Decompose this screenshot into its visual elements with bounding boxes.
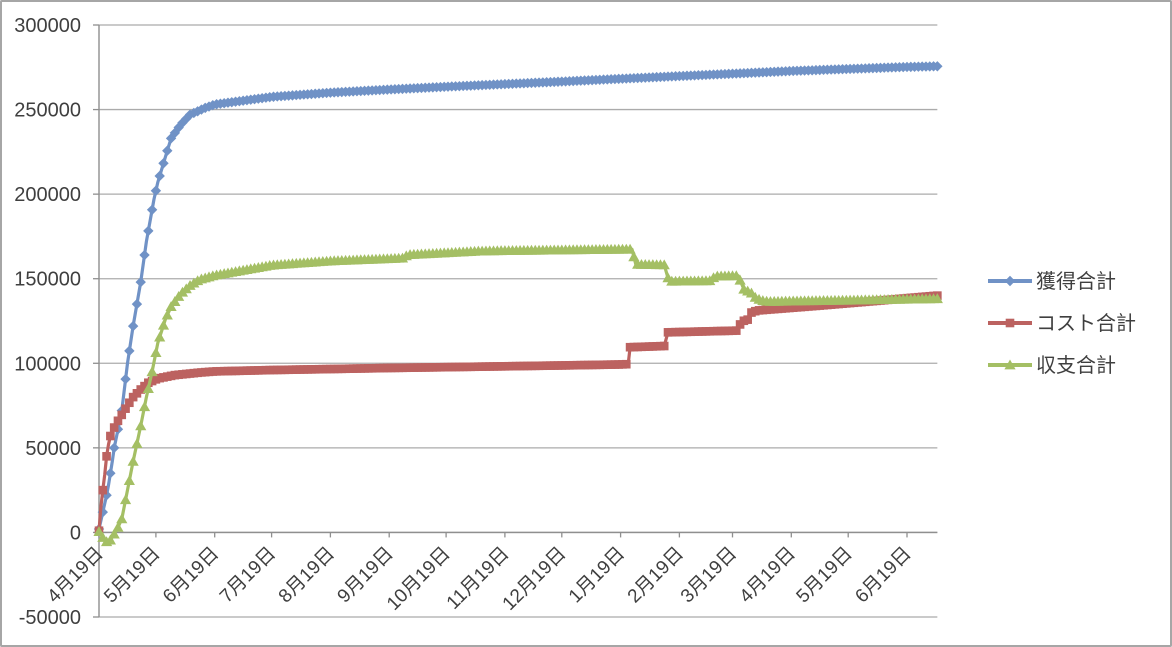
legend-item-acquired-total: 獲得合計 xyxy=(988,270,1116,293)
legend-item-cost-total: コスト合計 xyxy=(988,312,1136,335)
y-axis-labels: 300000 250000 200000 150000 100000 50000 0 -500… xyxy=(14,15,81,629)
legend-label: 収支合計 xyxy=(1036,354,1116,377)
x-tick-label: 3月19日 xyxy=(677,543,741,607)
y-tick-label: -50000 xyxy=(19,607,81,629)
x-tick-label: 4月19日 xyxy=(43,543,107,607)
legend-label: 獲得合計 xyxy=(1036,270,1116,293)
y-tick-label: 250000 xyxy=(14,100,81,122)
series-cost-total xyxy=(94,291,942,536)
x-tick-label: 1月19日 xyxy=(565,543,629,607)
x-tick-label: 10月19日 xyxy=(383,543,455,615)
x-tick-label: 5月19日 xyxy=(793,543,857,607)
y-tick-label: 0 xyxy=(70,522,81,544)
y-tick-label: 150000 xyxy=(14,269,81,291)
x-axis xyxy=(98,531,938,538)
x-tick-label: 4月19日 xyxy=(736,543,800,607)
series-balance-total xyxy=(93,243,943,547)
gridlines xyxy=(93,24,938,618)
y-tick-label: 200000 xyxy=(14,184,81,206)
y-tick-label: 50000 xyxy=(25,438,81,460)
x-tick-label: 5月19日 xyxy=(100,543,164,607)
x-tick-label: 6月19日 xyxy=(159,543,223,607)
x-tick-label: 12月19日 xyxy=(499,543,571,615)
x-tick-label: 6月19日 xyxy=(851,543,915,607)
series-acquired-total xyxy=(93,61,943,535)
x-tick-label: 8月19日 xyxy=(275,543,339,607)
x-tick-label: 7月19日 xyxy=(216,543,280,607)
y-tick-label: 300000 xyxy=(14,15,81,37)
y-tick-label: 100000 xyxy=(14,353,81,375)
x-axis-labels: 4月19日5月19日6月19日7月19日8月19日9月19日10月19日11月1… xyxy=(43,543,915,615)
legend-label: コスト合計 xyxy=(1036,312,1136,335)
legend-item-balance-total: 収支合計 xyxy=(988,354,1116,377)
x-tick-label: 2月19日 xyxy=(624,543,688,607)
